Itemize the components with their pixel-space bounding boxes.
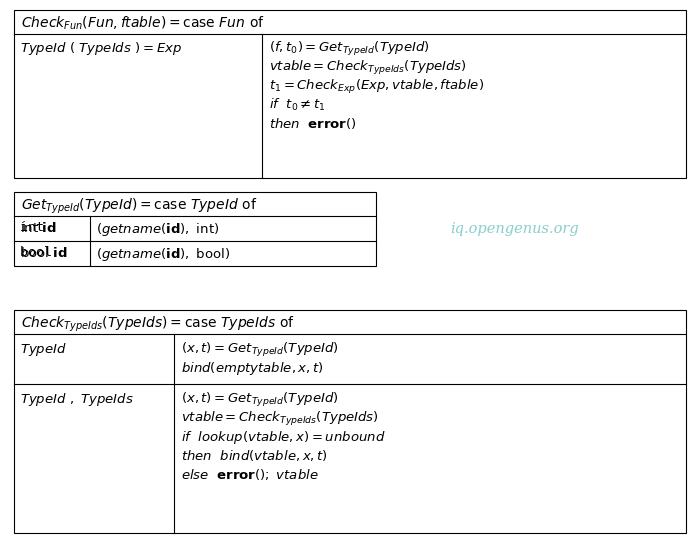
- Text: $(x,t) = \mathit{Get}_{\mathit{TypeId}}\mathit{(TypeId)}$: $(x,t) = \mathit{Get}_{\mathit{TypeId}}\…: [181, 341, 339, 359]
- Text: $\mathrm{bool}\ \mathbf{id}$: $\mathrm{bool}\ \mathbf{id}$: [20, 246, 67, 260]
- Text: $(x,t) = \mathit{Get}_{\mathit{TypeId}}\mathit{(TypeId)}$: $(x,t) = \mathit{Get}_{\mathit{TypeId}}\…: [181, 391, 339, 409]
- Text: $\mathit{bind(emptytable, x, t)}$: $\mathit{bind(emptytable, x, t)}$: [181, 360, 324, 377]
- Text: $\mathit{if}\ \ \mathit{lookup(vtable, x)} = \mathit{unbound}$: $\mathit{if}\ \ \mathit{lookup(vtable, x…: [181, 429, 386, 446]
- Text: $\mathit{then}\ \ \mathit{bind(vtable, x, t)}$: $\mathit{then}\ \ \mathit{bind(vtable, x…: [181, 448, 328, 463]
- Text: $\mathit{TypeId}\ ,\ \mathit{TypeIds}$: $\mathit{TypeId}\ ,\ \mathit{TypeIds}$: [20, 391, 134, 408]
- Text: $(\mathit{getname}(\mathbf{id}),\ \mathrm{bool})$: $(\mathit{getname}(\mathbf{id}),\ \mathr…: [96, 246, 230, 263]
- Text: $\mathit{Get}_{\mathit{TypeId}}\mathit{(TypeId)} = \mathrm{case}\ \mathit{TypeId: $\mathit{Get}_{\mathit{TypeId}}\mathit{(…: [21, 197, 258, 216]
- Text: $\mathit{TypeId}$: $\mathit{TypeId}$: [20, 341, 67, 358]
- Bar: [14, 10, 686, 178]
- Bar: [14, 192, 376, 266]
- Text: $t_1 = \mathit{Check}_{\mathit{Exp}}\mathit{(Exp, vtable, ftable)}$: $t_1 = \mathit{Check}_{\mathit{Exp}}\mat…: [269, 78, 484, 96]
- Bar: [14, 310, 686, 533]
- Text: $\mathit{vtable} = \mathit{Check}_{\mathit{TypeIds}}\mathit{(TypeIds)}$: $\mathit{vtable} = \mathit{Check}_{\math…: [181, 410, 379, 428]
- Text: $\mathit{else}\ \ \mathbf{error}();\ \mathit{vtable}$: $\mathit{else}\ \ \mathbf{error}();\ \ma…: [181, 467, 318, 482]
- Text: $\mathit{vtable} = \mathit{Check}_{\mathit{TypeIds}}\mathit{(TypeIds)}$: $\mathit{vtable} = \mathit{Check}_{\math…: [269, 59, 467, 77]
- Text: $\mathit{TypeId}\ (\ \mathit{TypeIds}\ ) = \mathit{Exp}$: $\mathit{TypeId}\ (\ \mathit{TypeIds}\ )…: [20, 40, 182, 57]
- Text: $\mathrm{int}\ \mathbf{id}$: $\mathrm{int}\ \mathbf{id}$: [20, 221, 57, 235]
- Text: $\mathit{Check}_{\mathit{TypeIds}}\mathit{(TypeIds)} = \mathrm{case}\ \mathit{Ty: $\mathit{Check}_{\mathit{TypeIds}}\mathi…: [21, 315, 295, 334]
- Text: int: int: [20, 221, 52, 234]
- Text: $\mathit{Check}_{\mathit{Fun}}\mathit{(Fun, ftable)} = \mathrm{case}\ \mathit{Fu: $\mathit{Check}_{\mathit{Fun}}\mathit{(F…: [21, 15, 265, 33]
- Text: $(f,t_0) = \mathit{Get}_{\mathit{TypeId}}\mathit{(TypeId)}$: $(f,t_0) = \mathit{Get}_{\mathit{TypeId}…: [269, 40, 430, 58]
- Text: iq.opengenus.org: iq.opengenus.org: [450, 222, 579, 236]
- Text: $\mathit{then}\ \ \mathbf{error}()$: $\mathit{then}\ \ \mathbf{error}()$: [269, 116, 356, 131]
- Text: $\mathit{if}\ \ t_0 \neq t_1$: $\mathit{if}\ \ t_0 \neq t_1$: [269, 97, 326, 113]
- Text: $(\mathit{getname}(\mathbf{id}),\ \mathrm{int})$: $(\mathit{getname}(\mathbf{id}),\ \mathr…: [96, 221, 219, 238]
- Text: bool: bool: [20, 246, 60, 259]
